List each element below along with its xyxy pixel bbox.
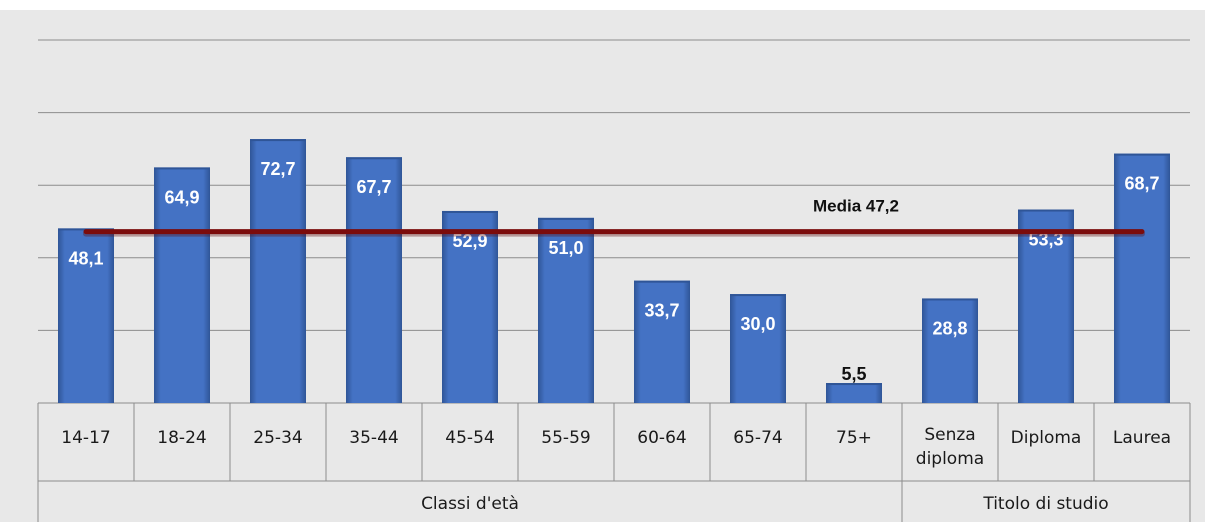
bar [730, 294, 786, 403]
x-tick-label-line: Diploma [1011, 428, 1082, 448]
x-tick-label: 55-59 [541, 428, 590, 448]
bar [154, 167, 210, 403]
x-tick-label: 35-44 [349, 428, 398, 448]
bar-top-edge [346, 157, 402, 160]
bar-value-label: 28,8 [932, 318, 967, 338]
x-tick-label-line: diploma [916, 449, 984, 469]
bar [346, 157, 402, 403]
x-tick-label-line: 25-34 [253, 428, 302, 448]
x-tick-label: Laurea [1113, 428, 1171, 448]
bar-top-edge [826, 383, 882, 386]
bar-value-label: 33,7 [644, 301, 679, 321]
bar [538, 217, 594, 403]
bar-top-edge [154, 167, 210, 170]
bar-value-label: 67,7 [356, 177, 391, 197]
bar-top-edge [1114, 153, 1170, 156]
bar-top-edge [250, 139, 306, 142]
x-tick-label-line: 55-59 [541, 428, 590, 448]
x-group-label: Classi d'età [421, 494, 519, 514]
bar-top-edge [730, 294, 786, 297]
bar [250, 139, 306, 403]
x-tick-label: 45-54 [445, 428, 494, 448]
bar [922, 298, 978, 403]
x-tick-label-line: 35-44 [349, 428, 398, 448]
x-tick-label: Senza diploma [916, 425, 984, 469]
x-tick-label: 65-74 [733, 428, 782, 448]
x-tick-label-line: 75+ [836, 428, 872, 448]
bar-top-edge [634, 280, 690, 283]
bar-value-label: 30,0 [740, 314, 775, 334]
bar [1018, 209, 1074, 403]
x-tick-label-line: 65-74 [733, 428, 782, 448]
bar-value-label: 53,3 [1028, 230, 1063, 250]
bar-top-edge [922, 298, 978, 301]
x-tick-label: 25-34 [253, 428, 302, 448]
bar [58, 228, 114, 403]
bar [1114, 153, 1170, 403]
bar-top-edge [1018, 209, 1074, 212]
bar-top-edge [442, 210, 498, 213]
bar-value-label: 48,1 [68, 248, 103, 268]
x-tick-label-line: Laurea [1113, 428, 1171, 448]
bar-value-label: 64,9 [164, 187, 199, 207]
mean-line-label: Media 47,2 [813, 197, 899, 216]
x-tick-label: 60-64 [637, 428, 686, 448]
bar-value-label: 72,7 [260, 159, 295, 179]
bar [634, 280, 690, 403]
x-tick-label-line: 18-24 [157, 428, 206, 448]
bar-value-label: 5,5 [841, 364, 866, 384]
x-tick-label: 14-17 [61, 428, 110, 448]
bar-value-label: 51,0 [548, 238, 583, 258]
x-tick-label-line: Senza [924, 425, 975, 445]
x-tick-label: 75+ [836, 428, 872, 448]
bar-value-label: 52,9 [452, 231, 487, 251]
x-tick-label-line: 45-54 [445, 428, 494, 448]
x-tick-label: Diploma [1011, 428, 1082, 448]
bar-top-edge [538, 217, 594, 220]
x-group-label: Titolo di studio [982, 494, 1108, 514]
bar [442, 210, 498, 403]
bar [826, 383, 882, 403]
x-tick-label: 18-24 [157, 428, 206, 448]
x-tick-label-line: 14-17 [61, 428, 110, 448]
x-tick-label-line: 60-64 [637, 428, 686, 448]
bar-value-label: 68,7 [1124, 174, 1159, 194]
